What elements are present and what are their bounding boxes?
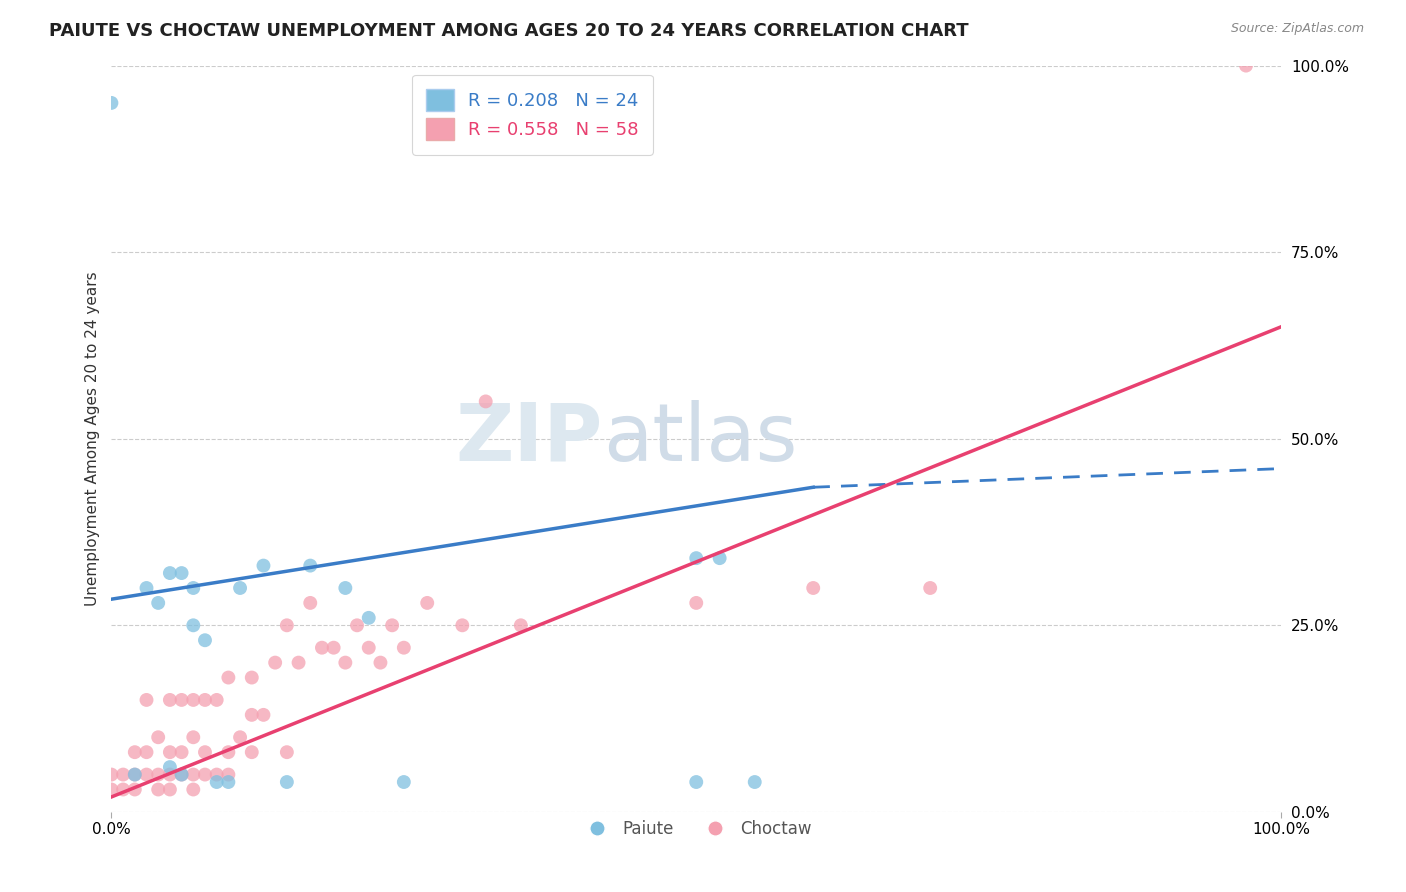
Point (159, 566, 181, 580)
Point (252, 707, 274, 722)
Point (181, 782, 204, 797)
Point (100, 767, 122, 781)
Point (357, 611, 380, 625)
Point (229, 581, 252, 595)
Legend: Paiute, Choctaw: Paiute, Choctaw (574, 814, 818, 845)
Point (135, 745, 157, 759)
Text: PAIUTE VS CHOCTAW UNEMPLOYMENT AMONG AGES 20 TO 24 YEARS CORRELATION CHART: PAIUTE VS CHOCTAW UNEMPLOYMENT AMONG AGE… (49, 22, 969, 40)
Point (392, 775, 415, 789)
Point (276, 618, 298, 632)
Point (451, 618, 474, 632)
Point (181, 731, 204, 745)
Point (194, 693, 217, 707)
Text: atlas: atlas (603, 400, 797, 478)
Point (159, 745, 181, 759)
Point (229, 731, 252, 745)
Point (100, 95, 122, 110)
Point (159, 782, 181, 797)
Point (181, 767, 204, 781)
Point (381, 618, 404, 632)
Point (170, 566, 193, 580)
Point (685, 551, 707, 566)
Point (240, 745, 263, 759)
Point (416, 596, 439, 610)
Point (217, 745, 239, 759)
Point (299, 558, 322, 573)
Text: Source: ZipAtlas.com: Source: ZipAtlas.com (1230, 22, 1364, 36)
Y-axis label: Unemployment Among Ages 20 to 24 years: Unemployment Among Ages 20 to 24 years (86, 271, 100, 606)
Point (685, 596, 707, 610)
Point (194, 633, 217, 648)
Point (135, 767, 157, 781)
Point (509, 618, 531, 632)
Point (264, 656, 287, 670)
Point (299, 596, 322, 610)
Point (205, 775, 228, 789)
Point (148, 767, 170, 781)
Point (170, 767, 193, 781)
Point (181, 581, 204, 595)
Point (112, 767, 135, 781)
Point (170, 767, 193, 781)
Point (100, 782, 122, 797)
Point (194, 767, 217, 781)
Point (335, 656, 357, 670)
Point (205, 693, 228, 707)
Point (159, 767, 181, 781)
Point (148, 782, 170, 797)
Point (311, 640, 333, 655)
Point (124, 745, 146, 759)
Point (217, 767, 239, 781)
Point (287, 656, 309, 670)
Point (474, 394, 496, 409)
Point (205, 767, 228, 781)
Point (148, 596, 170, 610)
Point (744, 775, 766, 789)
Point (124, 782, 146, 797)
Point (170, 693, 193, 707)
Point (709, 551, 731, 566)
Point (181, 693, 204, 707)
Point (685, 775, 707, 789)
Point (252, 558, 274, 573)
Point (124, 767, 146, 781)
Point (920, 581, 942, 595)
Point (357, 640, 380, 655)
Point (135, 693, 157, 707)
Point (335, 581, 357, 595)
Point (240, 707, 263, 722)
Point (124, 767, 146, 781)
Point (148, 731, 170, 745)
Point (276, 775, 298, 789)
Text: ZIP: ZIP (456, 400, 603, 478)
Point (159, 693, 181, 707)
Point (276, 745, 298, 759)
Point (181, 618, 204, 632)
Point (217, 671, 239, 685)
Point (217, 775, 239, 789)
Point (346, 618, 368, 632)
Point (370, 656, 392, 670)
Point (801, 581, 824, 595)
Point (322, 640, 344, 655)
Point (392, 640, 415, 655)
Point (194, 745, 217, 759)
Point (170, 745, 193, 759)
Point (1234, 59, 1257, 73)
Point (112, 782, 135, 797)
Point (135, 581, 157, 595)
Point (159, 760, 181, 774)
Point (240, 671, 263, 685)
